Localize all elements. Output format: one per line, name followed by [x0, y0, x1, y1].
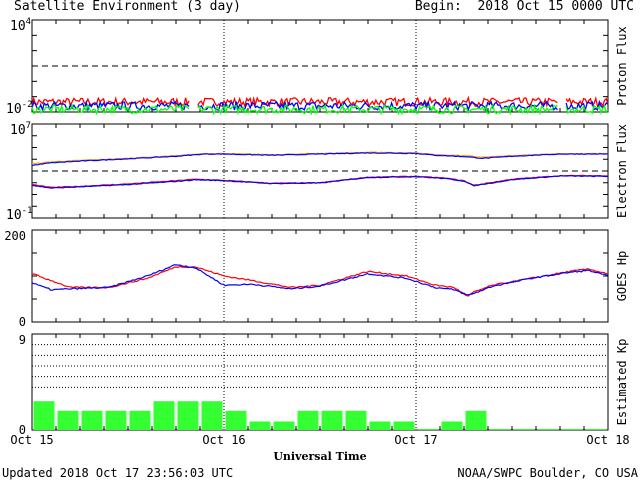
electron-frame: [31, 123, 609, 219]
proton-ymax-label: 104: [10, 17, 31, 34]
chart-title: Satellite Environment (3 day): [14, 0, 241, 14]
kp-bar: [345, 410, 367, 430]
proton-ymin-label: 10-2: [6, 100, 33, 117]
goes_hp-series-1: [31, 264, 609, 296]
electron-series-2: [31, 174, 609, 189]
electron-ymax-label: 107: [10, 121, 31, 138]
kp-bar: [57, 410, 79, 430]
proton-series-green: [31, 103, 609, 116]
x-tick-label: Oct 17: [394, 433, 437, 447]
kp-bar: [177, 401, 199, 430]
kp-bar: [273, 421, 295, 430]
x-tick-label: Oct 18: [586, 433, 629, 447]
hp-ymax-label: 200: [4, 229, 26, 243]
electron-ymin-label: 10-1: [6, 206, 33, 223]
kp-bar: [441, 421, 463, 430]
goes_hp-frame: [31, 229, 609, 323]
proton-frame: [31, 19, 609, 113]
kp-bar: [249, 421, 271, 430]
hp-ymin-label: 0: [19, 315, 26, 329]
kp-bar: [369, 421, 391, 430]
updated-timestamp: Updated 2018 Oct 17 23:56:03 UTC: [2, 466, 234, 480]
kp-bar: [105, 410, 127, 430]
kp-bar: [465, 410, 487, 430]
kp-bar: [225, 410, 247, 430]
kp-ylabel: Estimated Kp: [615, 339, 629, 426]
kp-bar: [561, 428, 583, 430]
kp-bar: [513, 428, 535, 430]
electron-ylabel: Electron Flux: [615, 124, 629, 218]
x-tick-label: Oct 15: [10, 433, 53, 447]
electron-series-3: [31, 175, 609, 189]
proton-ylabel: Proton Flux: [615, 26, 629, 105]
kp-bar: [321, 410, 343, 430]
kp-bar: [417, 428, 439, 430]
electron-series-1: [31, 152, 609, 166]
kp-bar: [129, 410, 151, 430]
x-axis-title: Universal Time: [273, 450, 366, 463]
kp-bar: [537, 428, 559, 430]
kp-bar: [201, 401, 223, 430]
kp-bar: [489, 428, 511, 430]
kp-bar: [585, 428, 607, 430]
kp-bar: [81, 410, 103, 430]
credit-text: NOAA/SWPC Boulder, CO USA: [457, 466, 638, 480]
kp-bar: [297, 410, 319, 430]
goes_hp-ylabel: GOES Hp: [615, 251, 629, 302]
kp-bar: [393, 421, 415, 430]
goes_hp-series-0: [31, 265, 609, 297]
proton-series-blue: [31, 99, 609, 113]
kp-bar: [153, 401, 175, 430]
x-tick-label: Oct 16: [202, 433, 245, 447]
kp-bar: [33, 401, 55, 430]
kp-ymax-label: 9: [19, 333, 26, 347]
kp-ymin-label: 0: [19, 423, 26, 437]
begin-date: Begin: 2018 Oct 15 0000 UTC: [414, 0, 634, 14]
